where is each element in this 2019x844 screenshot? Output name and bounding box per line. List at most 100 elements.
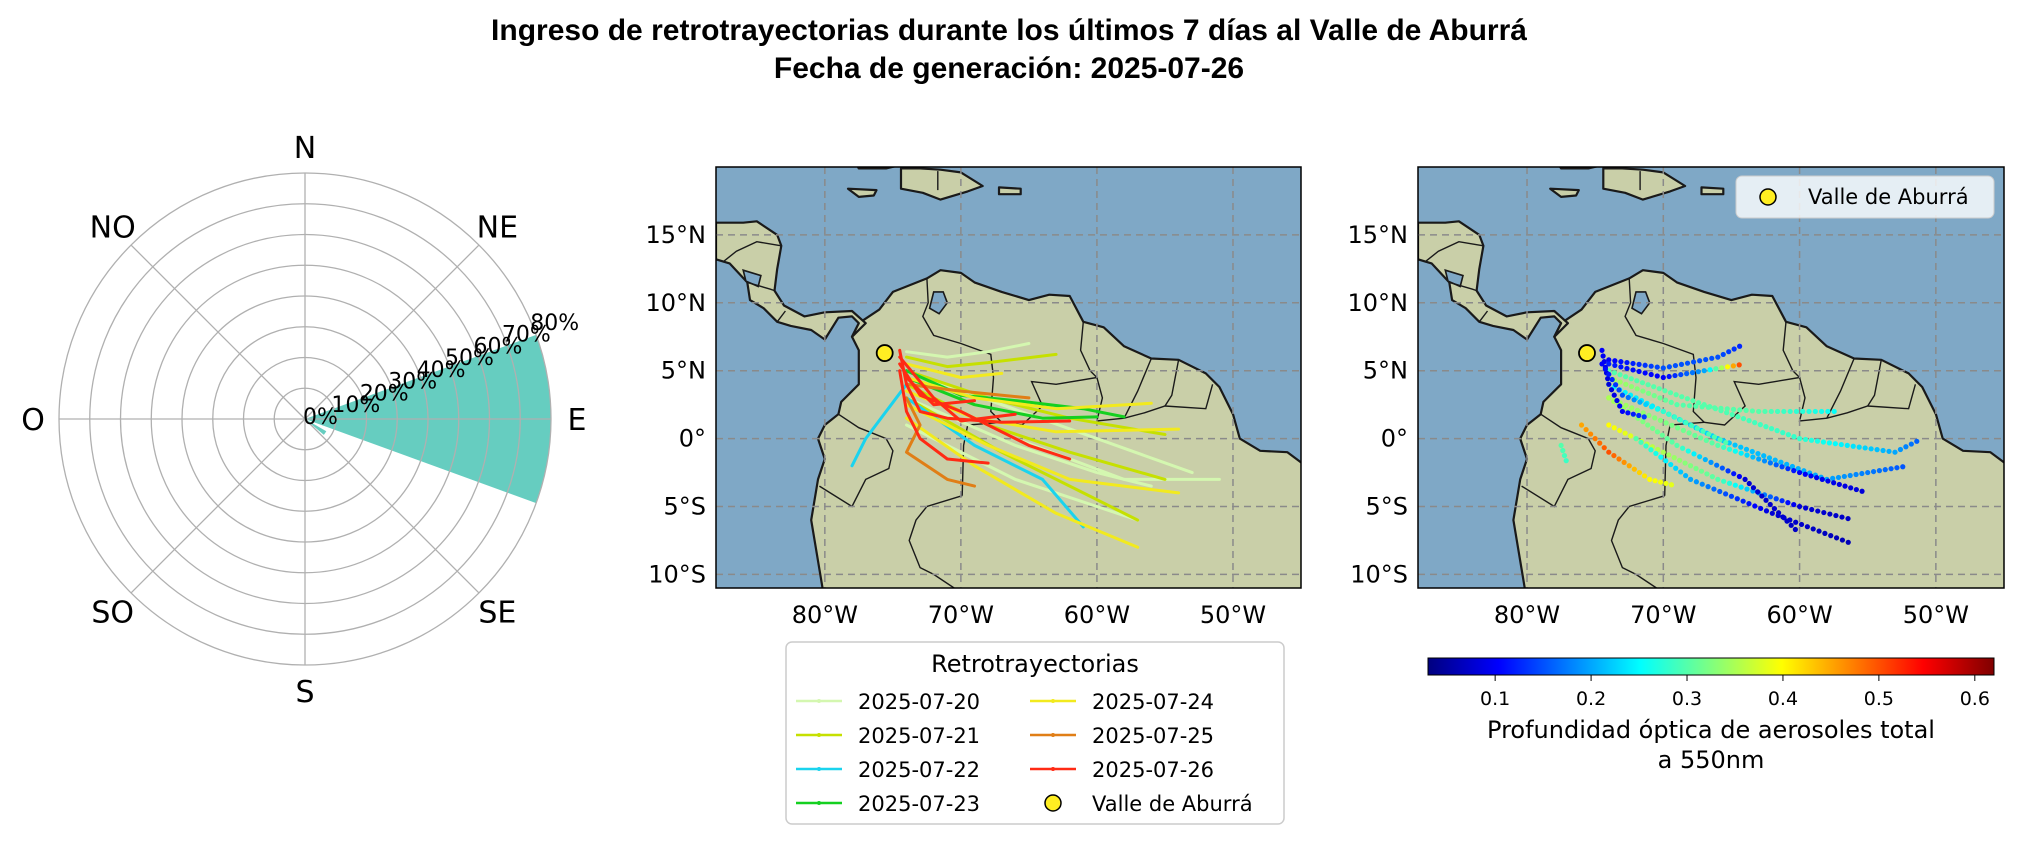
aod-point xyxy=(1717,488,1723,495)
aod-point xyxy=(1616,387,1622,393)
aod-point xyxy=(1814,475,1820,481)
aod-point xyxy=(1637,399,1643,405)
aod-point xyxy=(1845,539,1851,545)
aod-point xyxy=(1697,454,1703,460)
aod-point xyxy=(1795,466,1801,472)
aod-point xyxy=(1680,427,1686,433)
aod-point xyxy=(1724,364,1731,370)
origin-marker-swatch xyxy=(1759,188,1777,206)
aod-point xyxy=(1674,442,1680,449)
aod-point xyxy=(1781,408,1787,415)
lake-polygon xyxy=(1444,269,1464,288)
aod-point xyxy=(1648,447,1654,453)
aod-point xyxy=(1723,439,1729,446)
aod-point xyxy=(1704,471,1710,477)
aod-point xyxy=(1808,437,1815,443)
aod-point xyxy=(1663,420,1669,426)
aod-point xyxy=(1672,372,1678,379)
aod-point xyxy=(1698,468,1705,474)
aod-point xyxy=(1630,360,1636,367)
legend-label: Valle de Aburrá xyxy=(1092,792,1253,816)
aod-point xyxy=(1617,379,1623,385)
aod-point xyxy=(1785,466,1791,472)
aod-point xyxy=(1600,353,1606,359)
aod-point xyxy=(1746,501,1752,507)
aod-point xyxy=(1768,426,1775,432)
aod-point xyxy=(1730,363,1736,369)
rose-radial-tick: 20% xyxy=(360,381,409,406)
rose-direction-label: SO xyxy=(91,595,134,630)
aod-point xyxy=(1750,485,1757,491)
aod-point xyxy=(1809,506,1815,513)
map-frame xyxy=(1417,166,2005,589)
aod-point xyxy=(1689,370,1696,376)
aod-point xyxy=(1734,496,1740,502)
aod-point xyxy=(1666,364,1672,370)
aod-point xyxy=(1715,476,1721,482)
rose-direction-label: SE xyxy=(478,595,516,630)
aod-point xyxy=(1683,473,1689,479)
aod-point xyxy=(1900,464,1906,470)
aod-point xyxy=(1755,489,1761,495)
aod-point xyxy=(1613,382,1619,388)
aod-point xyxy=(1815,508,1821,514)
aod-point xyxy=(1621,459,1627,465)
aod-point xyxy=(1874,447,1880,453)
aod-point xyxy=(1772,457,1778,463)
aod-point xyxy=(1651,393,1657,399)
aod-point xyxy=(1642,370,1648,376)
aod-point xyxy=(1618,359,1624,365)
country-border xyxy=(1001,321,1099,426)
aod-point xyxy=(1606,422,1612,428)
aod-point xyxy=(1827,511,1833,517)
aod-point xyxy=(1690,398,1696,404)
aod-point xyxy=(1606,357,1612,363)
aod-point xyxy=(1724,406,1730,412)
land-polygon xyxy=(810,269,1301,588)
aod-point xyxy=(1672,362,1679,369)
legend-label: 2025-07-23 xyxy=(858,792,980,816)
aod-point xyxy=(1578,422,1585,428)
aod-point xyxy=(1778,459,1784,465)
aod-point xyxy=(1707,367,1713,373)
aod-point xyxy=(1769,510,1775,516)
legend-label: 2025-07-22 xyxy=(858,758,980,782)
chart-title: Ingreso de retrotrayectorias durante los… xyxy=(491,14,1527,47)
aod-point xyxy=(1654,373,1660,379)
aod-point xyxy=(1711,486,1717,492)
aod-point xyxy=(1761,458,1768,464)
trajectory-legend: Retrotrayectorias 2025-07-20 2025-07-21 20… xyxy=(785,641,1285,825)
aod-point xyxy=(1643,443,1649,449)
y-tick-label: 5°N xyxy=(1363,357,1408,385)
trajectory-line xyxy=(905,362,1004,379)
aod-point xyxy=(1651,384,1657,390)
legend-label: 2025-07-25 xyxy=(1092,724,1214,748)
aod-point xyxy=(1692,432,1698,438)
aod-point xyxy=(1645,390,1652,396)
aod-point xyxy=(1833,535,1840,541)
map-frame xyxy=(715,166,1302,589)
aod-point xyxy=(1638,439,1644,445)
aod-point xyxy=(1619,392,1626,398)
aod-point xyxy=(1870,468,1877,475)
aod-point xyxy=(1897,446,1904,453)
origin-legend: Valle de Aburrá xyxy=(1735,175,1995,219)
x-tick-label: 50°W xyxy=(1200,601,1266,629)
aod-point xyxy=(1773,462,1779,468)
aod-point xyxy=(1838,441,1844,448)
aod-point xyxy=(1752,420,1758,426)
aod-point xyxy=(1792,526,1798,533)
country-border xyxy=(1867,359,1882,407)
land-polygon xyxy=(1512,269,2004,588)
aod-point xyxy=(1732,482,1738,488)
aod-point xyxy=(1625,410,1631,416)
aod-point xyxy=(1668,399,1674,405)
aod-point xyxy=(1831,480,1837,486)
aod-point xyxy=(1678,361,1685,367)
aod-point xyxy=(1758,505,1764,512)
aod-point xyxy=(1691,451,1697,457)
aod-point xyxy=(1796,469,1803,476)
rose-spoke xyxy=(304,418,480,594)
aod-point xyxy=(1592,436,1598,442)
y-tick-label: 10°N xyxy=(646,289,707,317)
